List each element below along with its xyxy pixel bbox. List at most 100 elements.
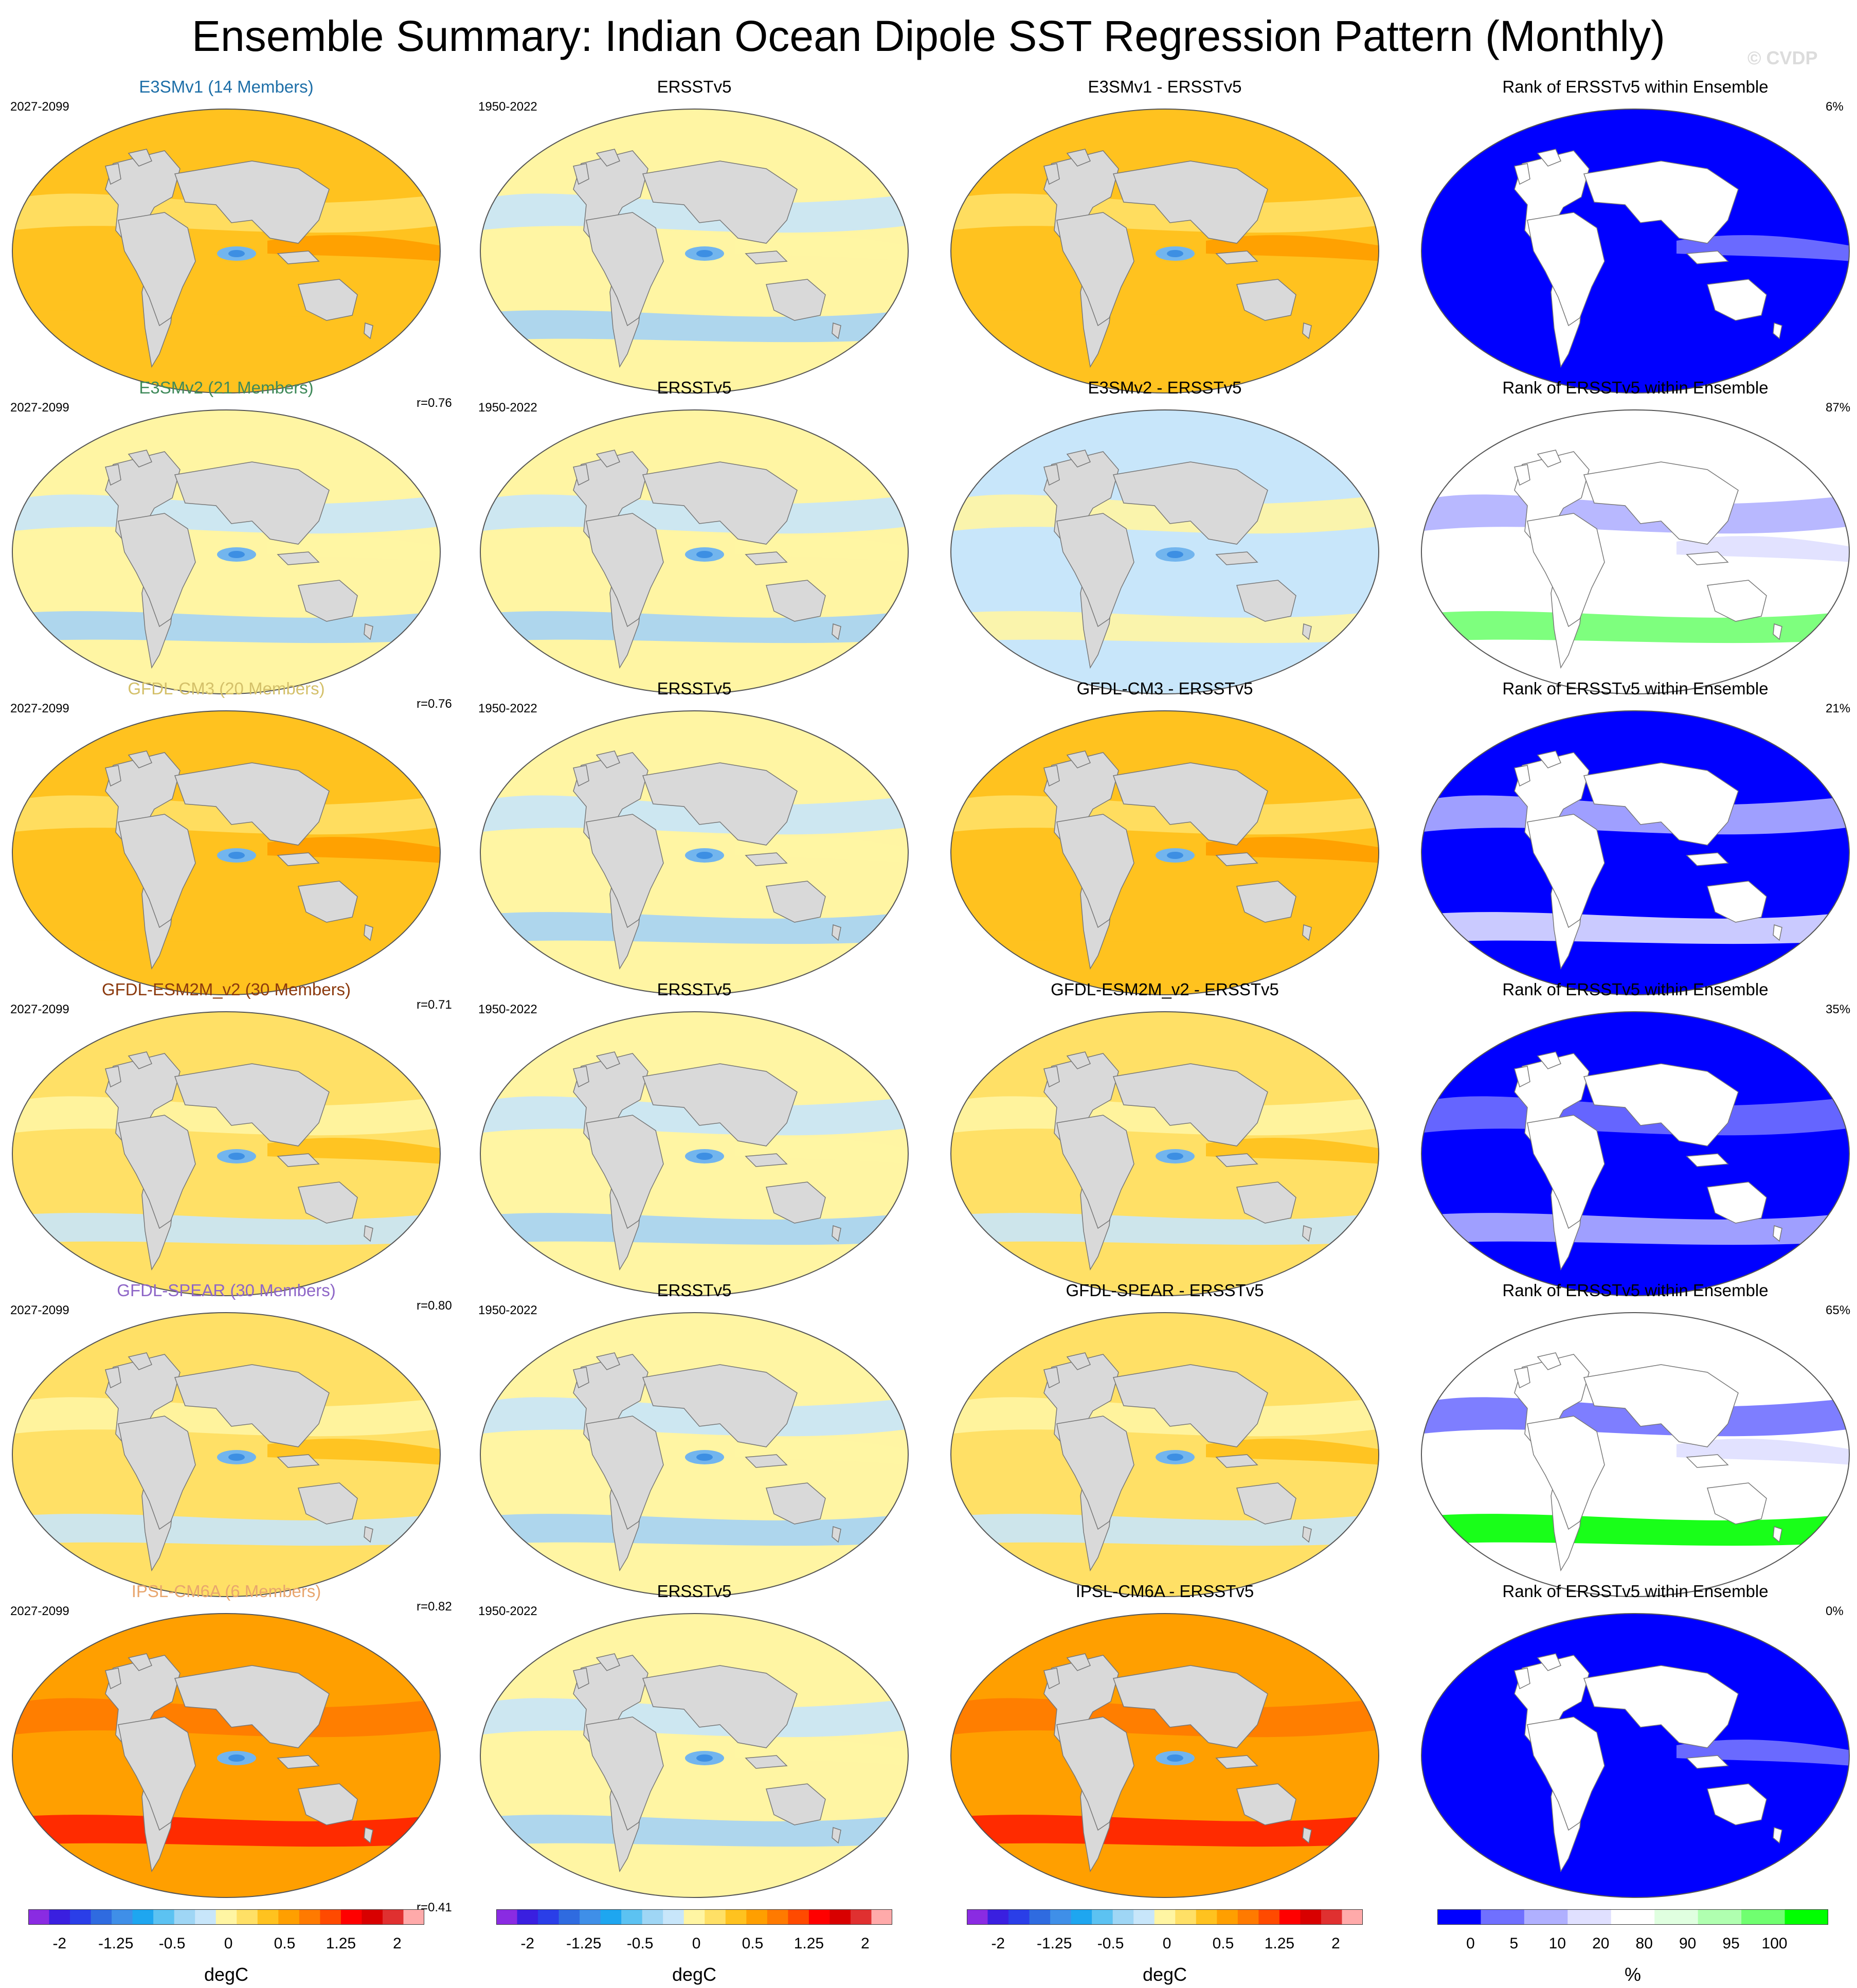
cbar3-tick-label: 10 bbox=[1548, 1935, 1566, 1952]
cbar3-tick-label: 0 bbox=[1466, 1935, 1475, 1952]
cbar3-swatch bbox=[1611, 1909, 1655, 1925]
diff-title-row-4: GFDL-ESM2M_v2 - ERSSTv5 bbox=[1051, 980, 1279, 999]
cbar3-swatch bbox=[1567, 1909, 1612, 1925]
corr-label-row-1: r=0.76 bbox=[417, 396, 452, 410]
obs-title-row-4: ERSSTv5 bbox=[657, 980, 732, 999]
cbar0-swatch bbox=[91, 1909, 112, 1925]
sst-colorbar-1 bbox=[28, 1909, 424, 1925]
diff-title-row-3: GFDL-CM3 - ERSSTv5 bbox=[1076, 679, 1253, 698]
cbar0-swatch bbox=[278, 1909, 300, 1925]
cbar0-tick-label: 1.25 bbox=[326, 1935, 356, 1952]
cbar3-tick-label: 100 bbox=[1761, 1935, 1788, 1952]
cbar0-swatch bbox=[257, 1909, 279, 1925]
cbar3-tick-label: 95 bbox=[1722, 1935, 1740, 1952]
cbar0-swatch bbox=[28, 1909, 50, 1925]
rank-pct-row-5: 65% bbox=[1826, 1303, 1851, 1317]
obs-title-row-3: ERSSTv5 bbox=[657, 679, 732, 698]
cbar2-swatch bbox=[1175, 1909, 1197, 1925]
cbar1-tick-label: 0 bbox=[692, 1935, 701, 1952]
obs-title-row-5: ERSSTv5 bbox=[657, 1281, 732, 1300]
rank-pct-row-4: 35% bbox=[1826, 1002, 1851, 1016]
model-map-row-4 bbox=[12, 1011, 441, 1296]
cbar2-swatch bbox=[1300, 1909, 1322, 1925]
obs-map-row-2 bbox=[480, 409, 909, 694]
diff-title-row-5: GFDL-SPEAR - ERSSTv5 bbox=[1066, 1281, 1264, 1300]
model-period-row-3: 2027-2099 bbox=[10, 702, 69, 715]
cbar3-swatch bbox=[1524, 1909, 1568, 1925]
diff-title-row-2: E3SMv2 - ERSSTv5 bbox=[1088, 378, 1242, 397]
cbar1-swatch bbox=[538, 1909, 560, 1925]
model-period-row-5: 2027-2099 bbox=[10, 1303, 69, 1317]
cbar1-swatch bbox=[683, 1909, 705, 1925]
model-period-row-2: 2027-2099 bbox=[10, 401, 69, 415]
model-map-row-5 bbox=[12, 1312, 441, 1597]
cbar1-swatch bbox=[580, 1909, 601, 1925]
cbar0-swatch bbox=[237, 1909, 258, 1925]
cbar1-swatch bbox=[705, 1909, 726, 1925]
cbar1-swatch bbox=[600, 1909, 622, 1925]
diff-map-row-4 bbox=[950, 1011, 1379, 1296]
cbar2-swatch bbox=[1133, 1909, 1155, 1925]
rank-map-row-1 bbox=[1421, 109, 1850, 393]
cbar0-swatch bbox=[215, 1909, 237, 1925]
cbar0-swatch bbox=[70, 1909, 92, 1925]
cbar0-swatch bbox=[132, 1909, 154, 1925]
cbar0-swatch bbox=[340, 1909, 362, 1925]
cbar0-tick-label: -0.5 bbox=[158, 1935, 186, 1952]
cbar2-tick-label: 0 bbox=[1162, 1935, 1171, 1952]
obs-map-row-6 bbox=[480, 1613, 909, 1898]
cbar1-tick-label: 2 bbox=[860, 1935, 870, 1952]
cbar1-tick-label: -1.25 bbox=[566, 1935, 602, 1952]
rank-map-row-3 bbox=[1421, 710, 1850, 995]
cbar2-swatch bbox=[967, 1909, 988, 1925]
rank-map-row-2 bbox=[1421, 409, 1850, 694]
corr-label-row-5: r=0.82 bbox=[417, 1600, 452, 1614]
model-title-row-4: GFDL-ESM2M_v2 (30 Members) bbox=[101, 980, 351, 999]
cbar2-swatch bbox=[1237, 1909, 1259, 1925]
cbar1-swatch bbox=[767, 1909, 788, 1925]
model-map-row-3 bbox=[12, 710, 441, 995]
cbar3-swatch bbox=[1741, 1909, 1786, 1925]
obs-title-row-6: ERSSTv5 bbox=[657, 1582, 732, 1601]
obs-period-row-3: 1950-2022 bbox=[478, 702, 537, 715]
rank-map-row-6 bbox=[1421, 1613, 1850, 1898]
cbar3-tick-label: 5 bbox=[1509, 1935, 1519, 1952]
cbar1-swatch bbox=[558, 1909, 580, 1925]
rank-title-row-4: Rank of ERSSTv5 within Ensemble bbox=[1502, 980, 1769, 999]
cbar1-swatch bbox=[663, 1909, 684, 1925]
model-map-row-2 bbox=[12, 409, 441, 694]
cbar1-swatch bbox=[808, 1909, 830, 1925]
cbar0-swatch bbox=[403, 1909, 424, 1925]
rank-title-row-6: Rank of ERSSTv5 within Ensemble bbox=[1502, 1582, 1769, 1601]
model-title-row-6: IPSL-CM6A (6 Members) bbox=[131, 1582, 321, 1601]
cbar1-swatch bbox=[850, 1909, 872, 1925]
diff-map-row-1 bbox=[950, 109, 1379, 393]
cbar1-tick-label: 0.5 bbox=[742, 1935, 764, 1952]
cbar3-tick-label: 20 bbox=[1592, 1935, 1610, 1952]
cbar2-swatch bbox=[1050, 1909, 1072, 1925]
cbar2-swatch bbox=[1258, 1909, 1280, 1925]
cbar1-swatch bbox=[725, 1909, 747, 1925]
cbar2-swatch bbox=[1008, 1909, 1030, 1925]
cbar2-swatch bbox=[1279, 1909, 1301, 1925]
rank-title-row-2: Rank of ERSSTv5 within Ensemble bbox=[1502, 378, 1769, 397]
cbar2-swatch bbox=[1154, 1909, 1176, 1925]
model-period-row-4: 2027-2099 bbox=[10, 1002, 69, 1016]
cbar2-tick-label: 0.5 bbox=[1212, 1935, 1234, 1952]
obs-period-row-4: 1950-2022 bbox=[478, 1002, 537, 1016]
cbar2-swatch bbox=[1342, 1909, 1363, 1925]
cbar0-tick-label: 0 bbox=[224, 1935, 233, 1952]
obs-title-row-1: ERSSTv5 bbox=[657, 77, 732, 96]
cbar2-swatch bbox=[987, 1909, 1009, 1925]
cbar3-swatch bbox=[1481, 1909, 1525, 1925]
cbar2-swatch bbox=[1071, 1909, 1092, 1925]
cbar2-tick-label: -1.25 bbox=[1037, 1935, 1072, 1952]
cbar1-swatch bbox=[517, 1909, 538, 1925]
model-title-row-1: E3SMv1 (14 Members) bbox=[139, 77, 314, 96]
sst-colorbar-3 bbox=[967, 1909, 1363, 1925]
obs-map-row-1 bbox=[480, 109, 909, 393]
cbar1-tick-label: 1.25 bbox=[794, 1935, 824, 1952]
cbar2-swatch bbox=[1217, 1909, 1238, 1925]
rank-title-row-5: Rank of ERSSTv5 within Ensemble bbox=[1502, 1281, 1769, 1300]
diff-map-row-3 bbox=[950, 710, 1379, 995]
